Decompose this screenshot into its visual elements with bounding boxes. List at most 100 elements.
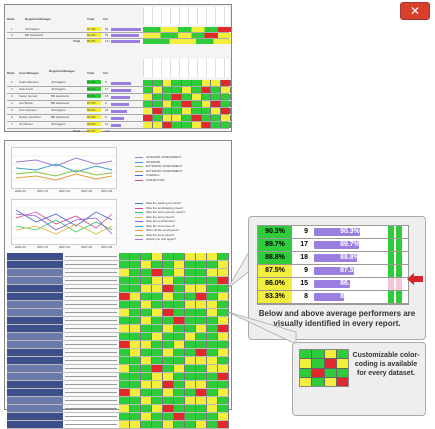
score-cell [130, 293, 141, 300]
score-cell [218, 285, 229, 292]
score-cell [152, 115, 163, 121]
indicator-cell [396, 291, 402, 303]
score-cell [218, 317, 229, 324]
score-cells [119, 277, 229, 284]
score-cell [119, 421, 130, 428]
total-cell: 88.8% [87, 94, 101, 98]
score-bar [314, 254, 357, 262]
score-cells [119, 317, 229, 324]
score-cell [218, 341, 229, 348]
rotated-column-headers [143, 7, 229, 25]
legend-swatch [135, 239, 143, 240]
score-cell [163, 333, 174, 340]
area-rows: 1 Frank Ramirez Jill Pagano 90.3% 9 2 Julie Fr… [7, 80, 232, 135]
question-text [65, 288, 117, 289]
score-cell [163, 269, 174, 276]
close-button[interactable]: ✕ [400, 2, 430, 20]
score-cell [218, 261, 229, 268]
score-cell [196, 341, 207, 348]
score-cell [130, 317, 141, 324]
score-cell [174, 277, 185, 284]
indicator-cell [396, 226, 402, 238]
score-cell [172, 94, 183, 100]
pct-cell: 86.0% [258, 278, 292, 290]
score-cell [141, 349, 152, 356]
total-cell: 84.2% [87, 33, 101, 37]
score-cell [163, 261, 174, 268]
legend-entry: Would you visit again? [135, 237, 225, 242]
report-trends: 2006-10 2007-02 2007-04 2007-06 2007-08 … [4, 140, 232, 429]
score-cell [191, 122, 202, 128]
section-label-cell [7, 397, 63, 404]
section-label-cell [7, 413, 63, 420]
chart-1-legend: INTERIOR ASSESSMENT INTERIOR EXTERIOR ASSE… [135, 155, 225, 182]
legend-entry: INTERIOR ASSESSMENT [135, 155, 225, 160]
section-label-cell [7, 381, 63, 388]
score-cell [172, 87, 183, 93]
x-tick-label: 2007-02 [37, 189, 49, 193]
score-cell [162, 101, 173, 107]
score-cell [196, 309, 207, 316]
cnt-cell: 64 [105, 27, 109, 31]
legend-label: Was the store clean? [146, 232, 175, 237]
cnt-cell: 9 [105, 80, 107, 84]
cnt-cell: 8 [304, 293, 308, 300]
legend-swatch [135, 175, 143, 176]
legend-label: Was all merchandise? [146, 219, 176, 223]
bar-label: 90.3% [340, 228, 360, 235]
total-cell: 83.3% [87, 115, 101, 119]
score-cell [119, 261, 130, 268]
table-row [7, 293, 229, 301]
score-cell [119, 269, 130, 276]
question-text [65, 352, 117, 353]
x-tick-label: 2007-04 [59, 189, 71, 193]
score-cell [130, 389, 141, 396]
table-row [7, 421, 229, 429]
score-cell [207, 317, 218, 324]
score-cell [207, 357, 218, 364]
series-line [15, 219, 113, 233]
section-label-cell [7, 357, 63, 364]
score-cells [119, 381, 229, 388]
score-cells [119, 397, 229, 404]
score-cell [207, 253, 218, 260]
score-cell [152, 101, 163, 107]
table-row: 88.8% 18 88.8% [258, 252, 408, 265]
score-cell [130, 365, 141, 372]
score-cell [207, 325, 218, 332]
score-cell [185, 381, 196, 388]
score-cell [218, 421, 229, 428]
score-cells [119, 309, 229, 316]
table-row [7, 373, 229, 381]
pct-cell: 87.5% [258, 265, 292, 277]
score-bar [111, 81, 132, 85]
score-cell [207, 381, 218, 388]
score-cell [130, 341, 141, 348]
score-cell [130, 309, 141, 316]
table-row: 89.7% 17 89.7% [258, 239, 408, 252]
section-label-cell [7, 325, 63, 332]
score-cell [174, 301, 185, 308]
pct-cell: 89.7% [258, 239, 292, 251]
score-cell [163, 389, 174, 396]
score-cell [130, 349, 141, 356]
section-label-cell [7, 253, 63, 260]
score-cell [119, 397, 130, 404]
score-bar [111, 116, 125, 120]
score-cell [130, 301, 141, 308]
section-label-cell [7, 301, 63, 308]
score-cell [196, 397, 207, 404]
score-cell [152, 309, 163, 316]
rank-cell: 7 [11, 122, 13, 126]
score-cell [221, 122, 232, 128]
legend-entry: Was all merchandise? [135, 219, 225, 224]
score-bar [314, 293, 345, 301]
rank-cell: 2 [11, 87, 13, 91]
callout-performers: 90.3% 9 90.3% 89.7% 17 89.7% 88.8% 18 88.8% 87.5%… [248, 216, 426, 340]
area-name-cell: Frank Ramirez [19, 80, 39, 84]
legend-label: Was the store free of? [146, 223, 176, 228]
score-cell [119, 285, 130, 292]
score-cell [141, 325, 152, 332]
score-cell [152, 108, 163, 114]
score-cell [143, 115, 153, 121]
